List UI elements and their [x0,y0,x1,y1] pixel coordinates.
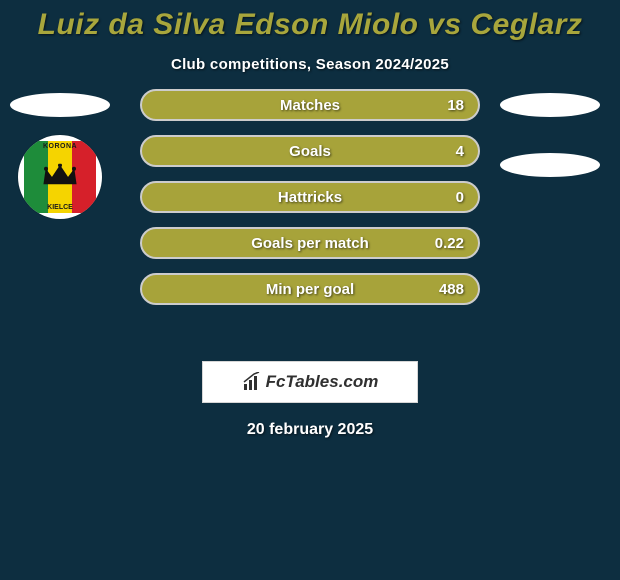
right-placeholder-ellipse-1 [500,93,600,117]
stat-value: 18 [447,97,464,114]
stat-bar: Goals 4 [140,135,480,167]
right-placeholder-ellipse-2 [500,153,600,177]
comparison-area: KORONA KIELCE Matches 18 Goals 4 Hattric… [0,101,620,351]
stat-value: 0.22 [435,235,464,252]
club-badge: KORONA KIELCE [18,135,102,219]
stat-label: Goals [289,143,331,160]
chart-icon [242,372,262,392]
stat-bar: Matches 18 [140,89,480,121]
badge-bottom-text: KIELCE [47,204,73,211]
stat-value: 0 [456,189,464,206]
right-column [500,93,600,177]
stat-label: Hattricks [278,189,342,206]
stat-value: 4 [456,143,464,160]
stat-bar: Hattricks 0 [140,181,480,213]
crown-icon [42,164,78,188]
date-text: 20 february 2025 [0,421,620,439]
stat-label: Goals per match [251,235,369,252]
stat-label: Min per goal [266,281,354,298]
badge-top-text: KORONA [43,143,77,150]
stat-bars: Matches 18 Goals 4 Hattricks 0 Goals per… [140,89,480,305]
stat-bar: Goals per match 0.22 [140,227,480,259]
page-title: Luiz da Silva Edson Miolo vs Ceglarz [0,8,620,42]
left-column: KORONA KIELCE [10,93,110,219]
stat-bar: Min per goal 488 [140,273,480,305]
brand-box[interactable]: FcTables.com [202,361,418,403]
left-placeholder-ellipse [10,93,110,117]
stat-label: Matches [280,97,340,114]
subtitle: Club competitions, Season 2024/2025 [0,56,620,73]
stat-value: 488 [439,281,464,298]
brand-text: FcTables.com [266,372,379,392]
